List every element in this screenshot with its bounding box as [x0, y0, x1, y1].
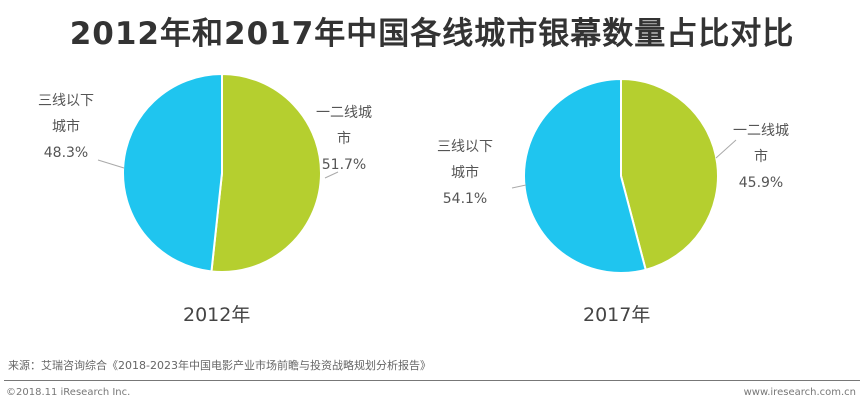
pie1-label-tier3: 三线以下城市 48.3% — [38, 88, 94, 166]
pie2-slice-tier12 — [620, 77, 719, 272]
pct-label: 48.3% — [43, 145, 89, 161]
pie2-label-tier3: 三线以下城市 54.1% — [437, 134, 493, 212]
slice-label: 一二线城市 — [316, 105, 372, 147]
leader-line — [324, 171, 339, 179]
pie1-slice-tier12 — [210, 72, 322, 273]
leader-line — [97, 159, 125, 169]
source-note: 来源：艾瑞咨询综合《2018-2023年中国电影产业市场前瞻与投资战略规划分析报… — [8, 359, 431, 372]
pie2-year: 2017年 — [583, 304, 651, 326]
label-line: 城市 — [52, 119, 80, 135]
label-line: 三线以下 — [437, 139, 493, 155]
leader-line — [511, 184, 527, 189]
pie1-slice-tier3 — [122, 72, 223, 273]
leader-line — [715, 139, 737, 159]
pie2-label-tier12: 一二线城市 45.9% — [729, 118, 793, 196]
chart-title: 2012年和2017年中国各线城市银幕数量占比对比 — [69, 16, 795, 52]
pie2-slice-tier3 — [523, 77, 647, 274]
label-line: 三线以下 — [38, 93, 94, 109]
footer-divider — [4, 380, 860, 381]
pct-label: 45.9% — [738, 175, 784, 191]
slice-label: 一二线城市 — [733, 123, 789, 165]
pie1-label-tier12: 一二线城市 51.7% — [312, 100, 376, 178]
pct-label: 54.1% — [442, 191, 488, 207]
copyright: ©2018.11 iResearch Inc. — [6, 387, 131, 398]
pct-label: 51.7% — [321, 157, 367, 173]
label-line: 城市 — [451, 165, 479, 181]
pie1-year: 2012年 — [183, 304, 251, 326]
website: www.iresearch.com.cn — [743, 387, 856, 398]
